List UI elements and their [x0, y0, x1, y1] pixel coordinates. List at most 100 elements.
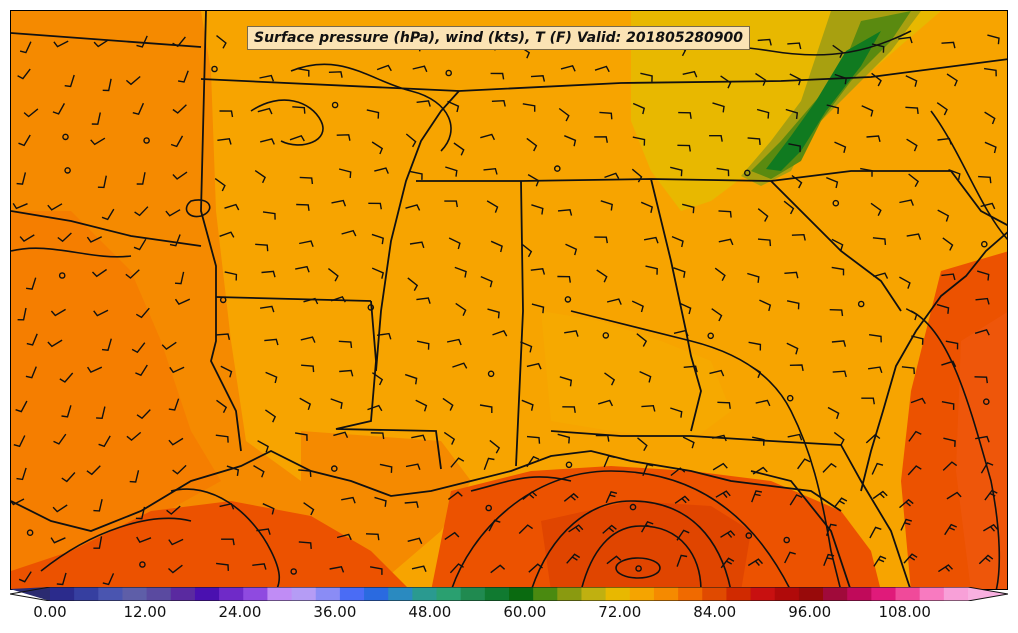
wind-barb — [93, 309, 109, 317]
wind-barb — [984, 67, 997, 77]
wind-barb — [483, 167, 498, 175]
wind-barb — [371, 267, 385, 279]
wind-barb — [903, 553, 918, 564]
wind-barb — [868, 366, 883, 374]
wind-barb — [526, 455, 540, 468]
colorbar-segment — [74, 587, 99, 601]
wind-barb — [172, 464, 187, 475]
wind-barb — [341, 229, 357, 237]
wind-barb — [683, 365, 698, 373]
wind-barb — [253, 464, 265, 478]
wind-barb — [407, 537, 423, 545]
wind-barb — [298, 541, 312, 549]
wind-barb — [411, 434, 426, 442]
wind-barb — [752, 436, 765, 446]
wind-barb — [866, 135, 881, 142]
wind-barb — [261, 270, 276, 278]
wind-barb — [603, 455, 615, 468]
wind-barb — [606, 555, 622, 565]
wind-barb — [871, 462, 884, 475]
wind-barb — [338, 340, 353, 348]
wind-barb — [789, 364, 804, 372]
colorbar-tick-label: 0.00 — [33, 603, 67, 621]
wind-barb — [341, 496, 356, 504]
wind-barb — [944, 523, 957, 536]
wind-barb — [789, 73, 802, 86]
wind-barb — [528, 563, 543, 573]
wind-barb — [13, 435, 26, 448]
wind-barb — [129, 470, 140, 483]
colorbar-tick-label: 108.00 — [878, 603, 931, 621]
wind-barb — [526, 362, 542, 370]
wind-barb — [786, 342, 799, 355]
wind-barb — [90, 137, 106, 146]
wind-barb — [980, 202, 996, 210]
wind-barb — [25, 366, 37, 379]
calm-marker — [143, 137, 150, 144]
wind-barb — [709, 135, 723, 142]
colorbar-over-arrow — [968, 587, 1008, 601]
wind-barb — [136, 409, 151, 420]
wind-barb — [521, 399, 534, 411]
colorbar-segment — [170, 587, 196, 601]
wind-barb — [483, 457, 495, 470]
wind-barb — [259, 305, 275, 313]
wind-barb — [906, 138, 918, 152]
wind-barb — [135, 364, 148, 377]
colorbar-segment — [919, 587, 945, 601]
wind-barb — [479, 404, 493, 413]
wind-barb — [787, 433, 803, 441]
colorbar-segment — [702, 587, 728, 601]
wind-barb — [415, 399, 428, 412]
wind-barb — [289, 134, 305, 142]
wind-barb — [974, 376, 988, 384]
wind-barb — [172, 104, 187, 114]
wind-barb — [480, 275, 493, 288]
colorbar-segment — [315, 587, 341, 601]
calm-marker — [832, 199, 840, 207]
wind-barb — [826, 176, 839, 189]
wind-barb — [214, 178, 226, 192]
calm-marker — [331, 101, 339, 109]
wind-barb — [711, 308, 723, 322]
wind-barb — [16, 467, 27, 481]
colorbar-segment — [605, 587, 631, 601]
wind-barb — [557, 433, 571, 444]
wind-barb — [670, 467, 686, 477]
wind-barb — [751, 490, 763, 503]
wind-barb — [526, 435, 541, 444]
wind-barb — [676, 529, 690, 541]
wind-barb — [671, 235, 684, 248]
wind-barb — [905, 75, 918, 87]
calm-marker — [487, 370, 495, 378]
colorbar-segment — [122, 587, 148, 601]
wind-barb — [377, 332, 392, 340]
wind-barb — [905, 308, 918, 321]
wind-barb — [448, 237, 461, 250]
wind-barb — [640, 520, 654, 533]
colorbar-segment — [412, 587, 438, 601]
colorbar-segment — [291, 587, 317, 601]
wind-barb — [331, 199, 347, 207]
wind-barb — [15, 400, 28, 413]
wind-barb — [709, 369, 725, 377]
wind-barb — [643, 236, 659, 244]
wind-barb — [682, 70, 698, 78]
wind-barb — [294, 432, 308, 441]
wind-barb — [752, 466, 768, 475]
wind-barb — [410, 170, 423, 180]
wind-barb — [984, 489, 998, 501]
colorbar-segment — [364, 587, 389, 601]
wind-barb — [262, 503, 275, 515]
wind-barb — [522, 103, 536, 112]
wind-barb — [978, 554, 994, 565]
wind-barb — [718, 210, 732, 218]
wind-barb — [861, 105, 874, 117]
wind-barb — [568, 524, 584, 533]
wind-barb — [86, 236, 103, 243]
wind-barb — [17, 68, 31, 80]
wind-barb — [637, 437, 648, 452]
wind-barb — [901, 366, 915, 375]
wind-barb — [369, 566, 383, 575]
wind-barb — [639, 370, 652, 383]
